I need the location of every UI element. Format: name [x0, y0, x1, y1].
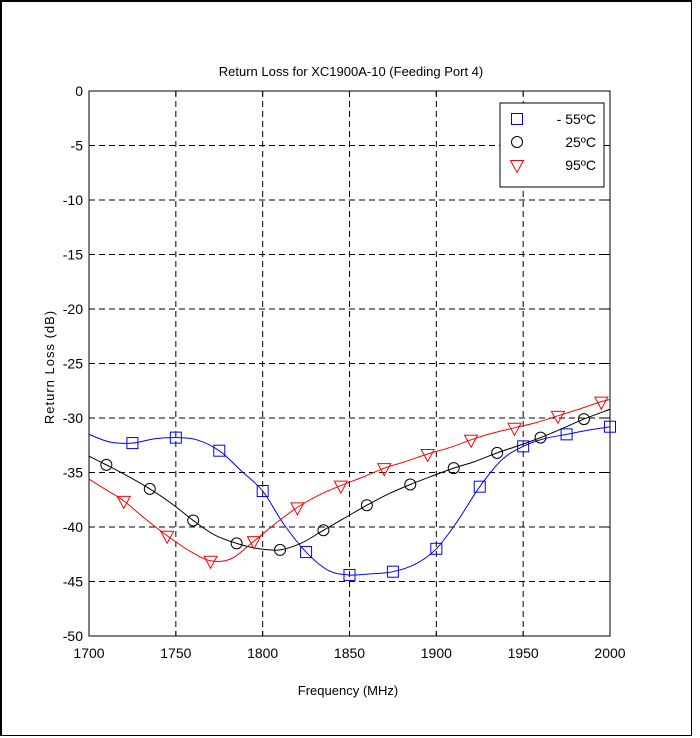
data-point	[550, 410, 566, 425]
y-tick-label: -30	[63, 410, 83, 426]
x-axis-label: Frequency (MHz)	[298, 683, 398, 698]
data-point	[290, 502, 305, 516]
data-point	[360, 499, 373, 512]
y-tick-label: -15	[63, 247, 83, 263]
data-point	[463, 434, 479, 449]
legend: - 55ºC 25ºC 95ºC	[499, 102, 605, 188]
data-point	[430, 542, 443, 555]
data-point	[100, 458, 113, 471]
data-point	[169, 431, 182, 444]
y-tick-label: -50	[63, 628, 83, 644]
data-point	[203, 555, 218, 570]
series-line	[88, 398, 611, 563]
data-point	[593, 396, 609, 411]
data-point	[507, 422, 522, 437]
x-tick-label: 1700	[73, 645, 104, 661]
series-2	[88, 396, 611, 570]
y-tick-label: -35	[63, 465, 83, 481]
data-point	[333, 480, 349, 495]
data-point	[447, 462, 460, 475]
series-group	[88, 396, 616, 581]
y-tick-label: -20	[63, 301, 83, 317]
chart-title: Return Loss for XC1900A-10 (Feeding Port…	[219, 64, 483, 79]
x-tick-label: 1900	[421, 645, 452, 661]
series-0	[88, 420, 616, 581]
legend-marker	[509, 160, 525, 174]
data-point	[300, 546, 313, 559]
data-point	[376, 463, 392, 477]
data-point	[317, 524, 330, 537]
y-tick-label: -40	[63, 519, 83, 535]
x-tick-label: 1850	[334, 645, 365, 661]
legend-label: 25ºC	[565, 134, 596, 150]
data-point	[343, 568, 356, 581]
series-1	[88, 408, 611, 556]
y-tick-label: -10	[63, 192, 83, 208]
data-point	[256, 485, 269, 498]
x-tick-label: 1800	[247, 645, 278, 661]
x-tick-label: 1750	[160, 645, 191, 661]
data-point	[246, 536, 262, 550]
data-point	[473, 480, 486, 493]
x-tick-label: 2000	[594, 645, 625, 661]
y-tick-label: -45	[63, 574, 83, 590]
data-point	[143, 482, 156, 495]
legend-label: 95ºC	[565, 157, 596, 173]
data-point	[404, 478, 417, 491]
legend-marker	[511, 136, 523, 148]
data-point	[491, 446, 504, 459]
data-point	[126, 437, 139, 450]
data-point	[159, 530, 175, 545]
y-axis-label: Return Loss (dB)	[42, 310, 57, 424]
axis-ticks: 1700 1750 1800 1850 1900 1950 2000 0 -5 -10 -15 -20…	[63, 83, 626, 661]
data-point	[420, 448, 435, 463]
legend-box	[499, 102, 605, 188]
series-line	[88, 408, 611, 551]
data-point	[560, 428, 573, 441]
data-point	[604, 420, 616, 433]
y-tick-label: -5	[71, 138, 84, 154]
data-point	[386, 565, 399, 578]
y-tick-label: -25	[63, 356, 83, 372]
data-point	[213, 444, 226, 457]
legend-label: - 55ºC	[557, 111, 596, 127]
data-point	[534, 431, 547, 444]
legend-marker	[511, 113, 523, 125]
data-point	[230, 537, 243, 550]
data-point	[187, 514, 200, 527]
x-tick-label: 1950	[508, 645, 539, 661]
y-tick-label: 0	[75, 83, 83, 99]
series-line	[88, 426, 611, 576]
data-point	[274, 543, 287, 556]
data-point	[116, 495, 132, 510]
data-point	[577, 413, 590, 426]
